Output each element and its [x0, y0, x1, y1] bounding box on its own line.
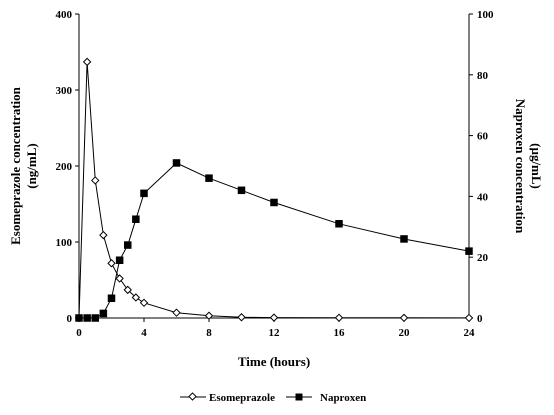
- left-tick-label: 100: [56, 237, 73, 249]
- naproxen-point: [115, 256, 124, 264]
- x-axis-title: Time (hours): [238, 354, 310, 369]
- esomeprazole-point: [334, 313, 344, 322]
- esomeprazole-point: [269, 313, 279, 322]
- naproxen-point: [75, 314, 83, 322]
- right-tick-label: 100: [477, 9, 494, 21]
- esomeprazole-point: [99, 230, 108, 240]
- esomeprazole-point: [123, 285, 132, 295]
- legend-item-naproxen: Naproxen: [286, 392, 366, 404]
- right-tick-label: 80: [477, 70, 489, 82]
- naproxen-series-line: [79, 162, 470, 319]
- esomeprazole-point: [237, 313, 246, 322]
- right-axis-title-line1: Naproxen concentration: [513, 99, 528, 234]
- x-tick-label: 24: [464, 327, 476, 339]
- series-layer: [74, 57, 474, 323]
- esomeprazole-point: [115, 274, 124, 283]
- naproxen-point: [465, 247, 473, 255]
- left-tick-label: 400: [56, 9, 73, 21]
- x-tick-label: 16: [334, 327, 346, 339]
- esomeprazole-point: [91, 176, 100, 185]
- x-tick-label: 0: [76, 327, 82, 339]
- esomeprazole-point: [82, 57, 92, 67]
- esomeprazole-point: [464, 313, 474, 323]
- axes: [78, 14, 470, 319]
- naproxen-point: [124, 241, 132, 249]
- legend-item-esomeprazole: Esomeprazole: [180, 392, 275, 404]
- left-tick-label: 300: [56, 85, 73, 97]
- legend-marker-diamond: [188, 392, 197, 401]
- x-tick-label: 4: [141, 327, 147, 339]
- naproxen-point: [205, 174, 213, 182]
- right-axis-title-line2: (µg/mL): [529, 143, 544, 189]
- esomeprazole-point: [204, 311, 214, 320]
- naproxen-point: [83, 314, 91, 322]
- right-tick-label: 20: [477, 252, 489, 264]
- esomeprazole-point: [139, 298, 149, 308]
- x-tick-label: 12: [269, 327, 281, 339]
- legend-marker-square: [295, 393, 303, 401]
- left-axis-title-line2: (ng/mL): [24, 143, 39, 189]
- naproxen-point: [270, 198, 278, 207]
- x-tick-label: 20: [399, 327, 411, 339]
- right-tick-label: 40: [477, 191, 489, 203]
- left-axis-title-line1: Esomeprazole concentration: [8, 86, 23, 245]
- esomeprazole-point: [107, 259, 116, 268]
- right-tick-label: 60: [477, 131, 489, 143]
- naproxen-point: [400, 235, 408, 243]
- esomeprazole-series-line: [78, 61, 470, 319]
- left-tick-label: 0: [67, 313, 73, 325]
- naproxen-point: [335, 220, 343, 228]
- legend-label-naproxen: Naproxen: [320, 392, 366, 404]
- left-tick-label: 200: [56, 161, 73, 173]
- naproxen-point: [132, 215, 140, 223]
- naproxen-point: [99, 309, 108, 318]
- x-tick-label: 8: [206, 327, 212, 339]
- right-tick-label: 0: [477, 313, 483, 325]
- esomeprazole-point: [131, 293, 141, 302]
- naproxen-point: [91, 314, 99, 322]
- naproxen-point: [140, 189, 148, 198]
- naproxen-point: [107, 294, 116, 302]
- esomeprazole-point: [399, 313, 409, 323]
- legend-label-esomeprazole: Esomeprazole: [209, 392, 275, 404]
- legend: Esomeprazole Naproxen: [180, 392, 366, 404]
- esomeprazole-point: [172, 308, 181, 317]
- naproxen-point: [237, 186, 246, 195]
- naproxen-point: [172, 159, 181, 167]
